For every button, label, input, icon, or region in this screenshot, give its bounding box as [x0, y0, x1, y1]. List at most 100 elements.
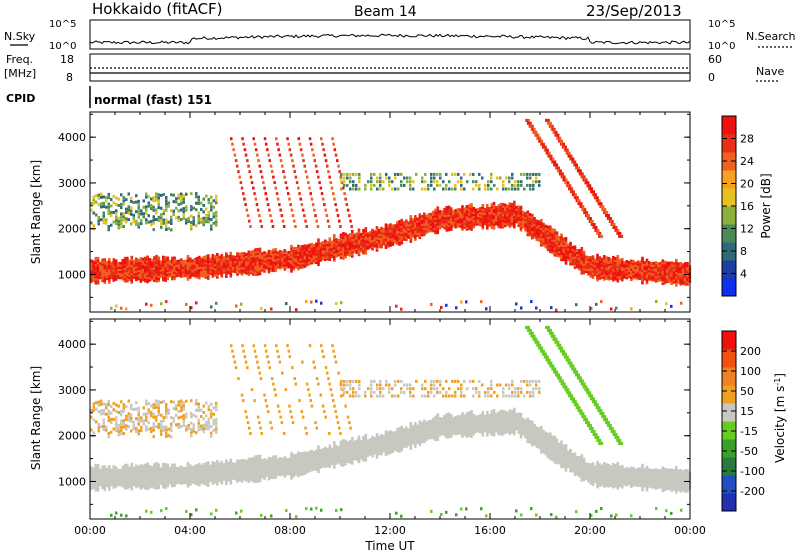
power-echo-cell: [135, 278, 138, 282]
velocity-echo-cell: [348, 442, 352, 446]
power-echo-cell: [95, 200, 98, 204]
power-echo-cell: [230, 137, 233, 141]
velocity-echo-cell: [328, 462, 332, 466]
power-echo-cell: [607, 271, 611, 275]
power-echo-cell: [288, 261, 291, 265]
velocity-echo-cell: [344, 462, 347, 466]
power-echo-cell: [402, 233, 406, 237]
power-echo-cell: [612, 276, 615, 280]
power-echo-cell: [621, 272, 624, 276]
velocity-echo-cell: [216, 476, 219, 480]
power-echo-cell: [580, 249, 584, 252]
power-echo-cell: [450, 223, 453, 227]
power-echo-cell: [636, 277, 640, 281]
power-echo-cell: [504, 215, 507, 219]
velocity-echo-cell: [234, 462, 237, 466]
power-echo-cell: [240, 260, 244, 264]
power-echo-cell: [528, 229, 532, 233]
power-echo-cell: [650, 274, 653, 278]
power-echo-cell: [247, 273, 251, 277]
power-echo-cell: [146, 272, 149, 275]
power-echo-cell: [555, 231, 559, 235]
power-echo-cell: [293, 170, 296, 174]
velocity-echo-cell: [96, 468, 100, 471]
power-echo-cell: [681, 279, 685, 283]
power-echo-cell: [393, 232, 397, 236]
power-echo-cell: [227, 269, 230, 273]
velocity-echo-cell: [168, 481, 172, 485]
power-echo-cell: [357, 247, 361, 250]
power-echo-cell: [423, 226, 426, 230]
power-echo-cell: [258, 247, 262, 251]
velocity-echo-cell: [177, 472, 181, 476]
power-echo-cell: [150, 267, 154, 271]
power-echo-cell: [580, 265, 584, 269]
power-echo-cell: [258, 251, 262, 255]
power-echo-cell: [384, 239, 388, 243]
power-echo-cell: [679, 272, 683, 276]
velocity-echo-cell: [130, 479, 134, 483]
power-echo-cell: [195, 263, 199, 267]
power-echo-cell: [528, 124, 532, 128]
power-echo-cell: [423, 222, 426, 226]
velocity-echo-cell: [148, 469, 152, 473]
velocity-echo-cell: [139, 472, 143, 476]
power-echo-cell: [309, 142, 313, 146]
power-echo-cell: [553, 230, 557, 234]
power-echo-cell: [254, 197, 257, 201]
power-echo-cell: [425, 220, 428, 224]
power-echo-cell: [497, 218, 500, 222]
power-echo-cell: [172, 200, 175, 204]
velocity-echo-cell: [123, 476, 127, 480]
velocity-echo-cell: [342, 447, 345, 451]
power-echo-cell: [285, 265, 289, 269]
power-echo-cell: [526, 183, 529, 187]
power-echo-cell: [171, 262, 174, 266]
velocity-echo-cell: [175, 473, 179, 476]
velocity-echo-cell: [294, 466, 298, 470]
power-echo-cell: [310, 246, 314, 250]
power-echo-cell: [432, 214, 435, 218]
power-echo-cell: [605, 268, 608, 272]
power-echo-cell: [585, 178, 588, 182]
power-echo-cell: [474, 212, 478, 216]
power-echo-cell: [157, 274, 161, 278]
power-echo-cell: [562, 258, 566, 262]
power-echo-cell: [627, 262, 631, 266]
power-echo-cell: [346, 244, 350, 248]
power-echo-cell: [344, 238, 347, 242]
velocity-echo-cell: [243, 477, 246, 481]
velocity-echo-cell: [121, 482, 125, 486]
power-echo-cell: [362, 245, 365, 249]
power-colorbar-tick: 12: [740, 223, 754, 236]
power-echo-cell: [216, 261, 219, 265]
power-echo-cell: [263, 253, 266, 257]
power-echo-cell: [225, 258, 228, 262]
velocity-echo-cell: [339, 446, 343, 450]
power-echo-cell: [531, 219, 534, 223]
power-echo-cell: [319, 256, 323, 260]
power-echo-cell: [144, 267, 147, 270]
velocity-echo-cell: [312, 455, 316, 459]
power-echo-cell: [513, 223, 516, 227]
velocity-echo-cell: [150, 476, 154, 480]
power-echo-cell: [558, 169, 561, 173]
power-echo-cell: [229, 264, 233, 268]
velocity-echo-cell: [159, 481, 163, 485]
power-echo-cell: [560, 237, 563, 241]
power-echo-cell: [620, 234, 624, 238]
power-echo-cell: [373, 232, 377, 236]
power-echo-cell: [463, 211, 467, 215]
power-echo-cell: [274, 268, 278, 272]
power-echo-cell: [679, 276, 683, 280]
velocity-echo-cell: [236, 463, 239, 467]
power-echo-cell: [636, 273, 640, 276]
power-echo-cell: [323, 153, 327, 157]
power-echo-cell: [283, 175, 286, 179]
power-echo-cell: [490, 180, 493, 184]
velocity-echo-cell: [348, 446, 352, 450]
velocity-echo-cell: [351, 441, 354, 445]
power-echo-cell: [348, 241, 352, 245]
velocity-echo-cell: [229, 477, 233, 481]
power-echo-cell: [472, 211, 476, 214]
